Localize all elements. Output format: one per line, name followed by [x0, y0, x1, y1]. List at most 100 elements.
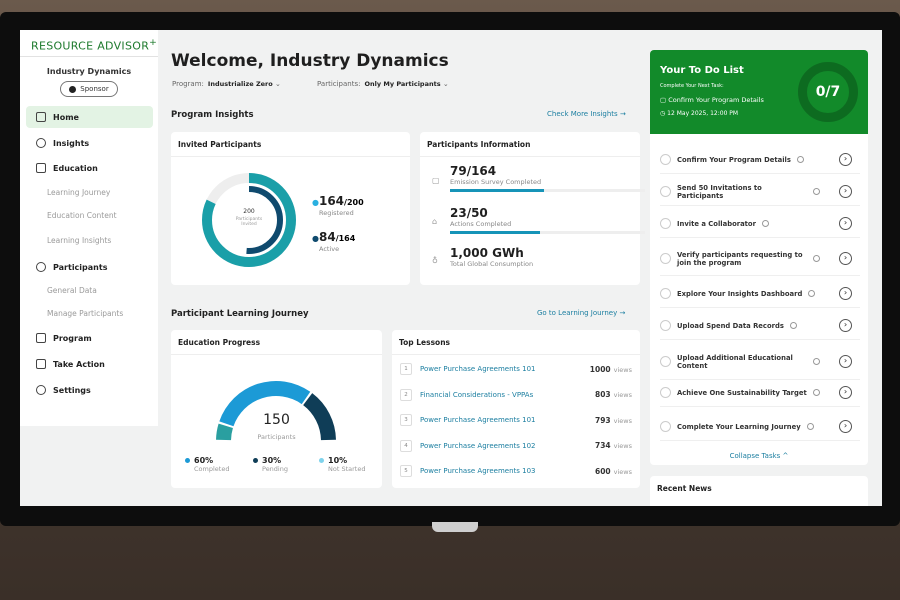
sidebar-item-program[interactable]: Program — [26, 327, 153, 349]
card-title: Participants Information — [427, 140, 530, 149]
todo-title: Your To Do List — [660, 65, 744, 76]
logo[interactable]: RESOURCE ADVISOR+ — [31, 37, 157, 53]
help-icon[interactable] — [790, 322, 797, 329]
help-icon[interactable] — [762, 220, 769, 227]
chevron-right-icon[interactable]: › — [839, 153, 852, 166]
arrow-right-icon: → — [619, 309, 625, 317]
chevron-right-icon[interactable]: › — [839, 355, 852, 368]
sidebar-item-participants[interactable]: Participants — [26, 256, 153, 278]
task-checkbox[interactable] — [660, 253, 671, 264]
help-icon[interactable] — [808, 290, 815, 297]
todo-task[interactable]: Explore Your Insights Dashboard› — [660, 280, 860, 308]
chevron-right-icon[interactable]: › — [839, 185, 852, 198]
lesson-row[interactable]: 4Power Purchase Agreements 102734views — [400, 440, 632, 452]
go-to-learning-journey-link[interactable]: Go to Learning Journey → — [537, 309, 625, 317]
chevron-right-icon[interactable]: › — [839, 252, 852, 265]
task-checkbox[interactable] — [660, 154, 671, 165]
sidebar-item-home[interactable]: Home — [26, 106, 153, 128]
lesson-row[interactable]: 5 Power Purchase Agreements 103600views — [400, 465, 632, 477]
sidebar-item-education[interactable]: Education — [26, 157, 153, 179]
todo-task[interactable]: Upload Spend Data Records› — [660, 312, 860, 340]
page-title: Welcome, Industry Dynamics — [171, 51, 449, 71]
lesson-row[interactable]: 1Power Purchase Agreements 1011000views — [400, 363, 632, 375]
help-icon[interactable] — [807, 423, 814, 430]
todo-task[interactable]: Send 50 Invitations to Participants› — [660, 178, 860, 206]
info-item: 23/50Actions Completed — [450, 206, 645, 234]
todo-task[interactable]: Invite a Collaborator› — [660, 210, 860, 238]
next-task-date: ◷ 12 May 2025, 12:00 PM — [660, 110, 738, 117]
lesson-link[interactable]: Power Purchase Agreements 101 — [420, 416, 595, 424]
participants-information-card: Participants Information ▢ 79/164Emissio… — [420, 132, 640, 285]
task-checkbox[interactable] — [660, 320, 671, 331]
todo-task[interactable]: Verify participants requesting to join t… — [660, 242, 860, 276]
help-icon[interactable] — [813, 358, 820, 365]
next-task[interactable]: ▢ Confirm Your Program Details — [660, 96, 764, 104]
card-title: Top Lessons — [399, 338, 450, 347]
sidebar-item-settings[interactable]: Settings — [26, 379, 153, 401]
todo-task[interactable]: Achieve One Sustainability Target› — [660, 379, 860, 407]
legend-completed: 60%Completed — [185, 456, 229, 473]
chevron-up-icon: ^ — [783, 452, 789, 460]
todo-header: Your To Do List Complete Your Next Task:… — [650, 50, 868, 134]
task-checkbox[interactable] — [660, 218, 671, 229]
help-icon[interactable] — [797, 156, 804, 163]
collapse-tasks-button[interactable]: Collapse Tasks ^ — [650, 452, 868, 460]
role-badge[interactable]: Sponsor — [60, 81, 118, 97]
todo-task[interactable]: Complete Your Learning Journey› — [660, 413, 860, 441]
chevron-right-icon[interactable]: › — [839, 217, 852, 230]
help-icon[interactable] — [813, 389, 820, 396]
task-checkbox[interactable] — [660, 421, 671, 432]
lesson-link[interactable]: Power Purchase Agreements 103 — [420, 467, 595, 475]
help-icon[interactable] — [813, 255, 820, 262]
lesson-row[interactable]: 2Financial Considerations - VPPAs803view… — [400, 389, 632, 401]
top-lessons-card: Top Lessons 1Power Purchase Agreements 1… — [392, 330, 640, 488]
sidebar-item-learning-journey[interactable]: Learning Journey — [47, 188, 110, 197]
task-checkbox[interactable] — [660, 288, 671, 299]
chevron-right-icon[interactable]: › — [839, 319, 852, 332]
program-filter[interactable]: Program:Industrialize Zero ⌄ — [172, 80, 281, 88]
gauge-label: Participants — [171, 433, 382, 441]
todo-task[interactable]: Confirm Your Program Details› — [660, 146, 860, 174]
task-checkbox[interactable] — [660, 387, 671, 398]
section-title: Program Insights — [171, 110, 254, 120]
task-checkbox[interactable] — [660, 186, 671, 197]
section-title: Participant Learning Journey — [171, 309, 309, 319]
lesson-views: 600views — [595, 467, 632, 476]
divider — [20, 56, 158, 57]
help-icon[interactable] — [813, 188, 820, 195]
participants-icon — [36, 262, 46, 272]
chevron-right-icon[interactable]: › — [839, 386, 852, 399]
sidebar-item-general-data[interactable]: General Data — [47, 286, 97, 295]
lesson-link[interactable]: Financial Considerations - VPPAs — [420, 391, 595, 399]
action-icon: ⌂ — [432, 217, 437, 226]
check-more-insights-link[interactable]: Check More Insights → — [547, 110, 626, 118]
home-icon — [36, 112, 46, 122]
org-name: Industry Dynamics — [20, 67, 158, 76]
lesson-link[interactable]: Power Purchase Agreements 102 — [420, 442, 595, 450]
lesson-row[interactable]: 3Power Purchase Agreements 101793views — [400, 414, 632, 426]
education-progress-card: Education Progress 150 Participants 60%C… — [171, 330, 382, 488]
invited-participants-card: Invited Participants 200 Participants In… — [171, 132, 410, 285]
lesson-views: 734views — [595, 441, 632, 450]
chevron-right-icon[interactable]: › — [839, 420, 852, 433]
task-checkbox[interactable] — [660, 356, 671, 367]
sidebar-item-insights[interactable]: Insights — [26, 132, 153, 154]
sidebar-item-learning-insights[interactable]: Learning Insights — [47, 236, 111, 245]
card-title: Recent News — [657, 484, 712, 493]
lesson-rank: 5 — [400, 465, 412, 477]
sidebar-item-take-action[interactable]: Take Action — [26, 353, 153, 375]
donut-label: Participants Invited — [231, 217, 267, 227]
sidebar-item-education-content[interactable]: Education Content — [47, 211, 117, 220]
sidebar-item-manage-participants[interactable]: Manage Participants — [47, 309, 123, 318]
todo-task[interactable]: Upload Additional Educational Content› — [660, 344, 860, 380]
card-title: Invited Participants — [178, 140, 261, 149]
info-item: 79/164Emission Survey Completed — [450, 164, 645, 192]
list-icon — [36, 333, 46, 343]
participants-filter[interactable]: Participants:Only My Participants ⌄ — [317, 80, 449, 88]
gauge-total: 150 — [171, 412, 382, 428]
lesson-rank: 2 — [400, 389, 412, 401]
insights-icon — [36, 138, 46, 148]
chevron-right-icon[interactable]: › — [839, 287, 852, 300]
sidebar: RESOURCE ADVISOR+ Industry Dynamics Spon… — [20, 30, 158, 426]
lesson-link[interactable]: Power Purchase Agreements 101 — [420, 365, 590, 373]
